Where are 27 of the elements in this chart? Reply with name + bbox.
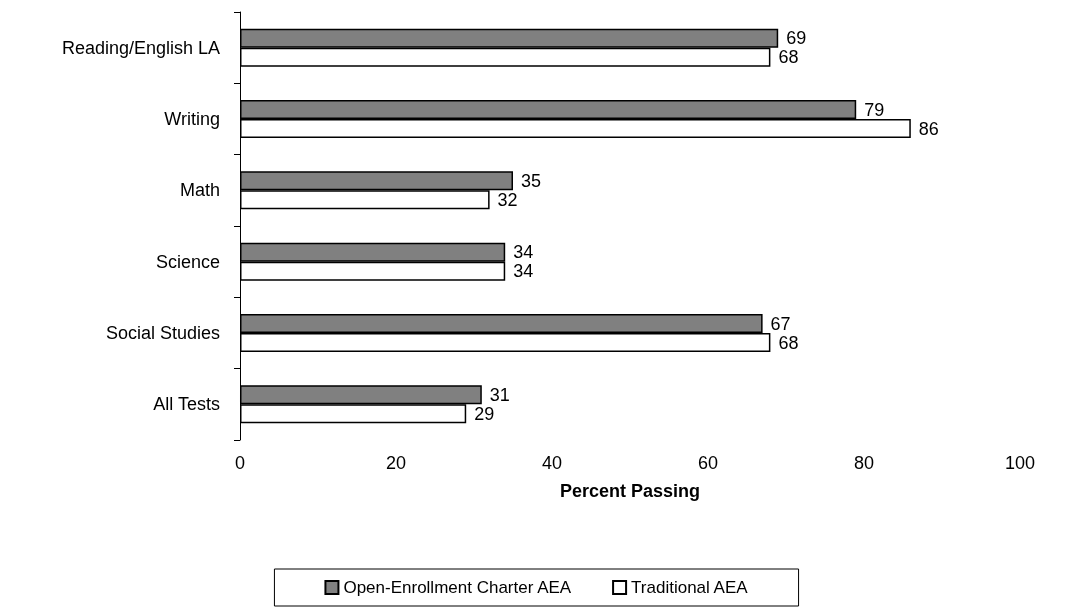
x-tick-label: 20 bbox=[385, 453, 407, 473]
x-tick-label: 40 bbox=[541, 453, 563, 473]
data-label: 29 bbox=[474, 403, 495, 424]
y-tick-label: Reading/English LA bbox=[61, 37, 220, 58]
data-label: 31 bbox=[489, 384, 510, 405]
y-tick-label: Science bbox=[155, 251, 220, 272]
y-tick-label: Social Studies bbox=[105, 323, 220, 343]
legend-label: Traditional AEA bbox=[631, 578, 749, 597]
x-tick-label: 0 bbox=[234, 453, 246, 473]
y-tick-label: Writing bbox=[164, 109, 220, 129]
data-label: 68 bbox=[778, 47, 799, 68]
legend-label: Open-Enrollment Charter AEA bbox=[343, 578, 572, 597]
x-tick-label: 60 bbox=[697, 453, 719, 473]
data-label: 34 bbox=[513, 261, 534, 282]
data-label: 32 bbox=[497, 189, 518, 210]
data-label: 35 bbox=[521, 170, 542, 191]
y-tick-label: Math bbox=[179, 180, 220, 201]
data-label: 68 bbox=[778, 332, 799, 353]
y-tick-label: All Tests bbox=[153, 394, 220, 415]
data-label: 79 bbox=[864, 99, 885, 120]
x-tick-label: 100 bbox=[1004, 453, 1036, 473]
data-label: 86 bbox=[918, 118, 939, 139]
data-label: 67 bbox=[770, 313, 791, 334]
data-label: 69 bbox=[786, 28, 807, 49]
data-label: 34 bbox=[513, 242, 534, 263]
x-axis-title: Percent Passing bbox=[559, 481, 701, 501]
x-tick-label: 80 bbox=[853, 453, 875, 473]
